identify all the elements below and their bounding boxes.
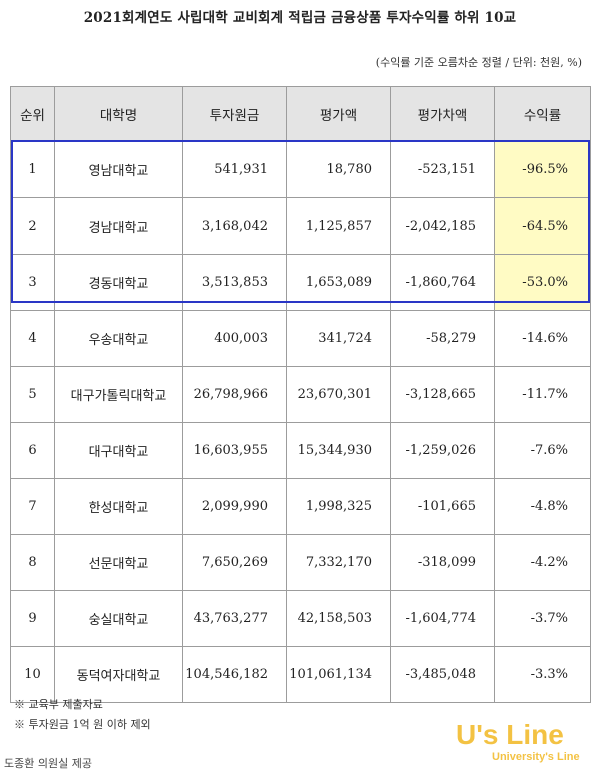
valuation-cell: 23,670,301 [286, 366, 391, 423]
rate-cell: -7.6% [494, 422, 591, 479]
table-row: 8 선문대학교 7,650,269 7,332,170 -318,099 -4.… [10, 534, 591, 591]
rate-cell: -53.0% [494, 254, 591, 311]
valuation-cell: 341,724 [286, 310, 391, 367]
rate-cell: -4.2% [494, 534, 591, 591]
university-cell: 영남대학교 [54, 140, 183, 198]
valuation-cell: 42,158,503 [286, 590, 391, 647]
principal-cell: 16,603,955 [182, 422, 287, 479]
principal-cell: 400,003 [182, 310, 287, 367]
header-diff: 평가차액 [390, 86, 495, 141]
rate-cell: -3.7% [494, 590, 591, 647]
university-cell: 선문대학교 [54, 534, 183, 591]
diff-cell: -58,279 [390, 310, 495, 367]
rank-cell: 9 [10, 590, 55, 647]
rate-cell: -3.3% [494, 646, 591, 703]
rank-cell: 7 [10, 478, 55, 535]
table-row: 2 경남대학교 3,168,042 1,125,857 -2,042,185 -… [10, 197, 591, 255]
valuation-cell: 1,653,089 [286, 254, 391, 311]
university-cell: 동덕여자대학교 [54, 646, 183, 703]
table-row: 1 영남대학교 541,931 18,780 -523,151 -96.5% [10, 140, 591, 198]
rate-cell: -4.8% [494, 478, 591, 535]
us-line-logo: U's Line University's Line [456, 719, 580, 763]
diff-cell: -101,665 [390, 478, 495, 535]
logo-sub-text: University's Line [492, 751, 580, 763]
header-university: 대학명 [54, 86, 183, 141]
valuation-cell: 101,061,134 [286, 646, 391, 703]
diff-cell: -523,151 [390, 140, 495, 198]
university-cell: 경남대학교 [54, 197, 183, 255]
logo-main-text: U's Line [456, 719, 564, 750]
table-row: 6 대구대학교 16,603,955 15,344,930 -1,259,026… [10, 422, 591, 479]
table-row: 10 동덕여자대학교 104,546,182 101,061,134 -3,48… [10, 646, 591, 703]
returns-table: 순위 대학명 투자원금 평가액 평가차액 수익률 1 영남대학교 541,931… [10, 86, 591, 703]
table-row: 7 한성대학교 2,099,990 1,998,325 -101,665 -4.… [10, 478, 591, 535]
header-rank: 순위 [10, 86, 55, 141]
image-credit: 도종환 의원실 제공 [4, 757, 92, 770]
diff-cell: -3,485,048 [390, 646, 495, 703]
diff-cell: -1,860,764 [390, 254, 495, 311]
principal-cell: 43,763,277 [182, 590, 287, 647]
rank-cell: 6 [10, 422, 55, 479]
valuation-cell: 1,998,325 [286, 478, 391, 535]
diff-cell: -3,128,665 [390, 366, 495, 423]
valuation-cell: 15,344,930 [286, 422, 391, 479]
diff-cell: -318,099 [390, 534, 495, 591]
valuation-cell: 18,780 [286, 140, 391, 198]
footnote-source: ※ 교육부 제출자료 [14, 698, 103, 711]
page-title: 2021회계연도 사립대학 교비회계 적립금 금융상품 투자수익률 하위 10교 [83, 10, 517, 26]
header-principal: 투자원금 [182, 86, 287, 141]
university-cell: 한성대학교 [54, 478, 183, 535]
rank-cell: 5 [10, 366, 55, 423]
rank-cell: 8 [10, 534, 55, 591]
university-cell: 대구대학교 [54, 422, 183, 479]
unit-note: (수익률 기준 오름차순 정렬 / 단위: 천원, %) [375, 56, 582, 69]
principal-cell: 26,798,966 [182, 366, 287, 423]
principal-cell: 541,931 [182, 140, 287, 198]
principal-cell: 104,546,182 [182, 646, 287, 703]
diff-cell: -2,042,185 [390, 197, 495, 255]
rate-cell: -64.5% [494, 197, 591, 255]
rank-cell: 3 [10, 254, 55, 311]
rank-cell: 1 [10, 140, 55, 198]
header-valuation: 평가액 [286, 86, 391, 141]
table-row: 5 대구가톨릭대학교 26,798,966 23,670,301 -3,128,… [10, 366, 591, 423]
diff-cell: -1,604,774 [390, 590, 495, 647]
valuation-cell: 7,332,170 [286, 534, 391, 591]
principal-cell: 7,650,269 [182, 534, 287, 591]
university-cell: 숭실대학교 [54, 590, 183, 647]
table-header-row: 순위 대학명 투자원금 평가액 평가차액 수익률 [10, 86, 591, 141]
university-cell: 경동대학교 [54, 254, 183, 311]
header-rate: 수익률 [494, 86, 591, 141]
rate-cell: -96.5% [494, 140, 591, 198]
valuation-cell: 1,125,857 [286, 197, 391, 255]
university-cell: 대구가톨릭대학교 [54, 366, 183, 423]
principal-cell: 3,513,853 [182, 254, 287, 311]
rank-cell: 4 [10, 310, 55, 367]
rate-cell: -11.7% [494, 366, 591, 423]
footnote-exclusion: ※ 투자원금 1억 원 이하 제외 [14, 718, 151, 731]
table-row: 3 경동대학교 3,513,853 1,653,089 -1,860,764 -… [10, 254, 591, 311]
university-cell: 우송대학교 [54, 310, 183, 367]
rate-cell: -14.6% [494, 310, 591, 367]
rank-cell: 2 [10, 197, 55, 255]
diff-cell: -1,259,026 [390, 422, 495, 479]
principal-cell: 2,099,990 [182, 478, 287, 535]
table-row: 4 우송대학교 400,003 341,724 -58,279 -14.6% [10, 310, 591, 367]
table-row: 9 숭실대학교 43,763,277 42,158,503 -1,604,774… [10, 590, 591, 647]
principal-cell: 3,168,042 [182, 197, 287, 255]
rank-cell: 10 [10, 646, 55, 703]
